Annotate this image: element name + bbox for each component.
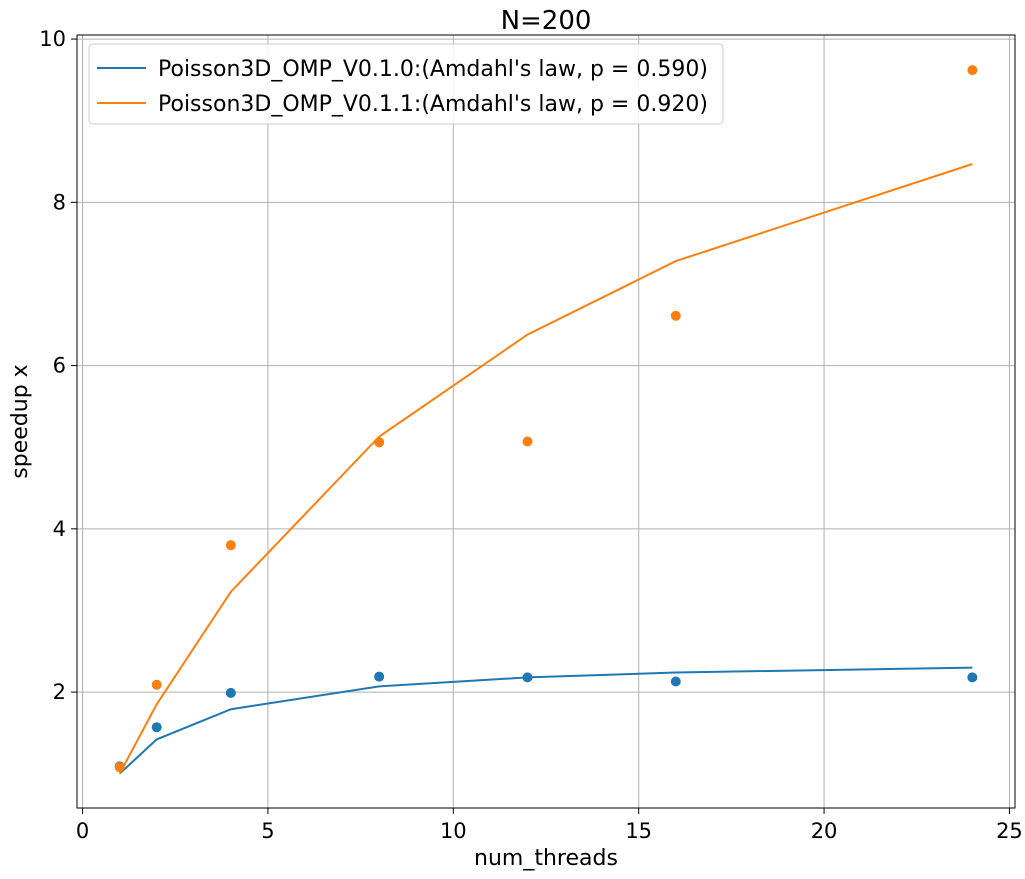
data-point-series-1 — [967, 672, 978, 683]
data-point-series-2 — [151, 679, 162, 690]
x-tick-label: 15 — [625, 819, 652, 843]
y-tick-label: 2 — [53, 680, 66, 704]
x-tick-label: 10 — [440, 819, 467, 843]
y-tick-label: 10 — [39, 27, 66, 51]
data-point-series-2 — [967, 65, 978, 76]
y-tick-label: 6 — [53, 354, 66, 378]
fit-line-series-1 — [118, 666, 973, 775]
legend-label-1: Poisson3D_OMP_V0.1.0:(Amdahl's law, p = … — [158, 57, 708, 82]
y-axis-label: speedup x — [8, 364, 33, 478]
data-point-series-1 — [151, 722, 162, 733]
chart-title: N=200 — [501, 6, 592, 36]
legend-box — [88, 43, 724, 125]
data-point-series-1 — [225, 687, 236, 698]
legend-label-2: Poisson3D_OMP_V0.1.1:(Amdahl's law, p = … — [158, 92, 708, 117]
data-point-series-2 — [670, 310, 681, 321]
x-tick-label: 0 — [76, 819, 89, 843]
x-tick-label: 25 — [996, 819, 1023, 843]
data-point-series-2 — [374, 437, 385, 448]
series-2 — [114, 65, 978, 775]
fit-line-series-2 — [118, 163, 973, 775]
data-point-series-2 — [114, 762, 125, 773]
plot-frame — [76, 34, 1016, 809]
x-tick-label: 5 — [261, 819, 274, 843]
data-point-series-1 — [374, 671, 385, 682]
data-point-series-1 — [522, 672, 533, 683]
legend: Poisson3D_OMP_V0.1.0:(Amdahl's law, p = … — [88, 43, 724, 125]
x-axis-label: num_threads — [474, 846, 618, 871]
y-tick-label: 4 — [53, 517, 66, 541]
data-point-series-1 — [670, 676, 681, 687]
y-tick-label: 8 — [53, 190, 66, 214]
data-point-series-2 — [522, 436, 533, 447]
x-tick-label: 20 — [811, 819, 838, 843]
data-point-series-2 — [225, 540, 236, 551]
ticks: 0 5 10 15 20 25 2 4 6 8 10 — [39, 27, 1023, 843]
series-layer — [114, 65, 978, 775]
